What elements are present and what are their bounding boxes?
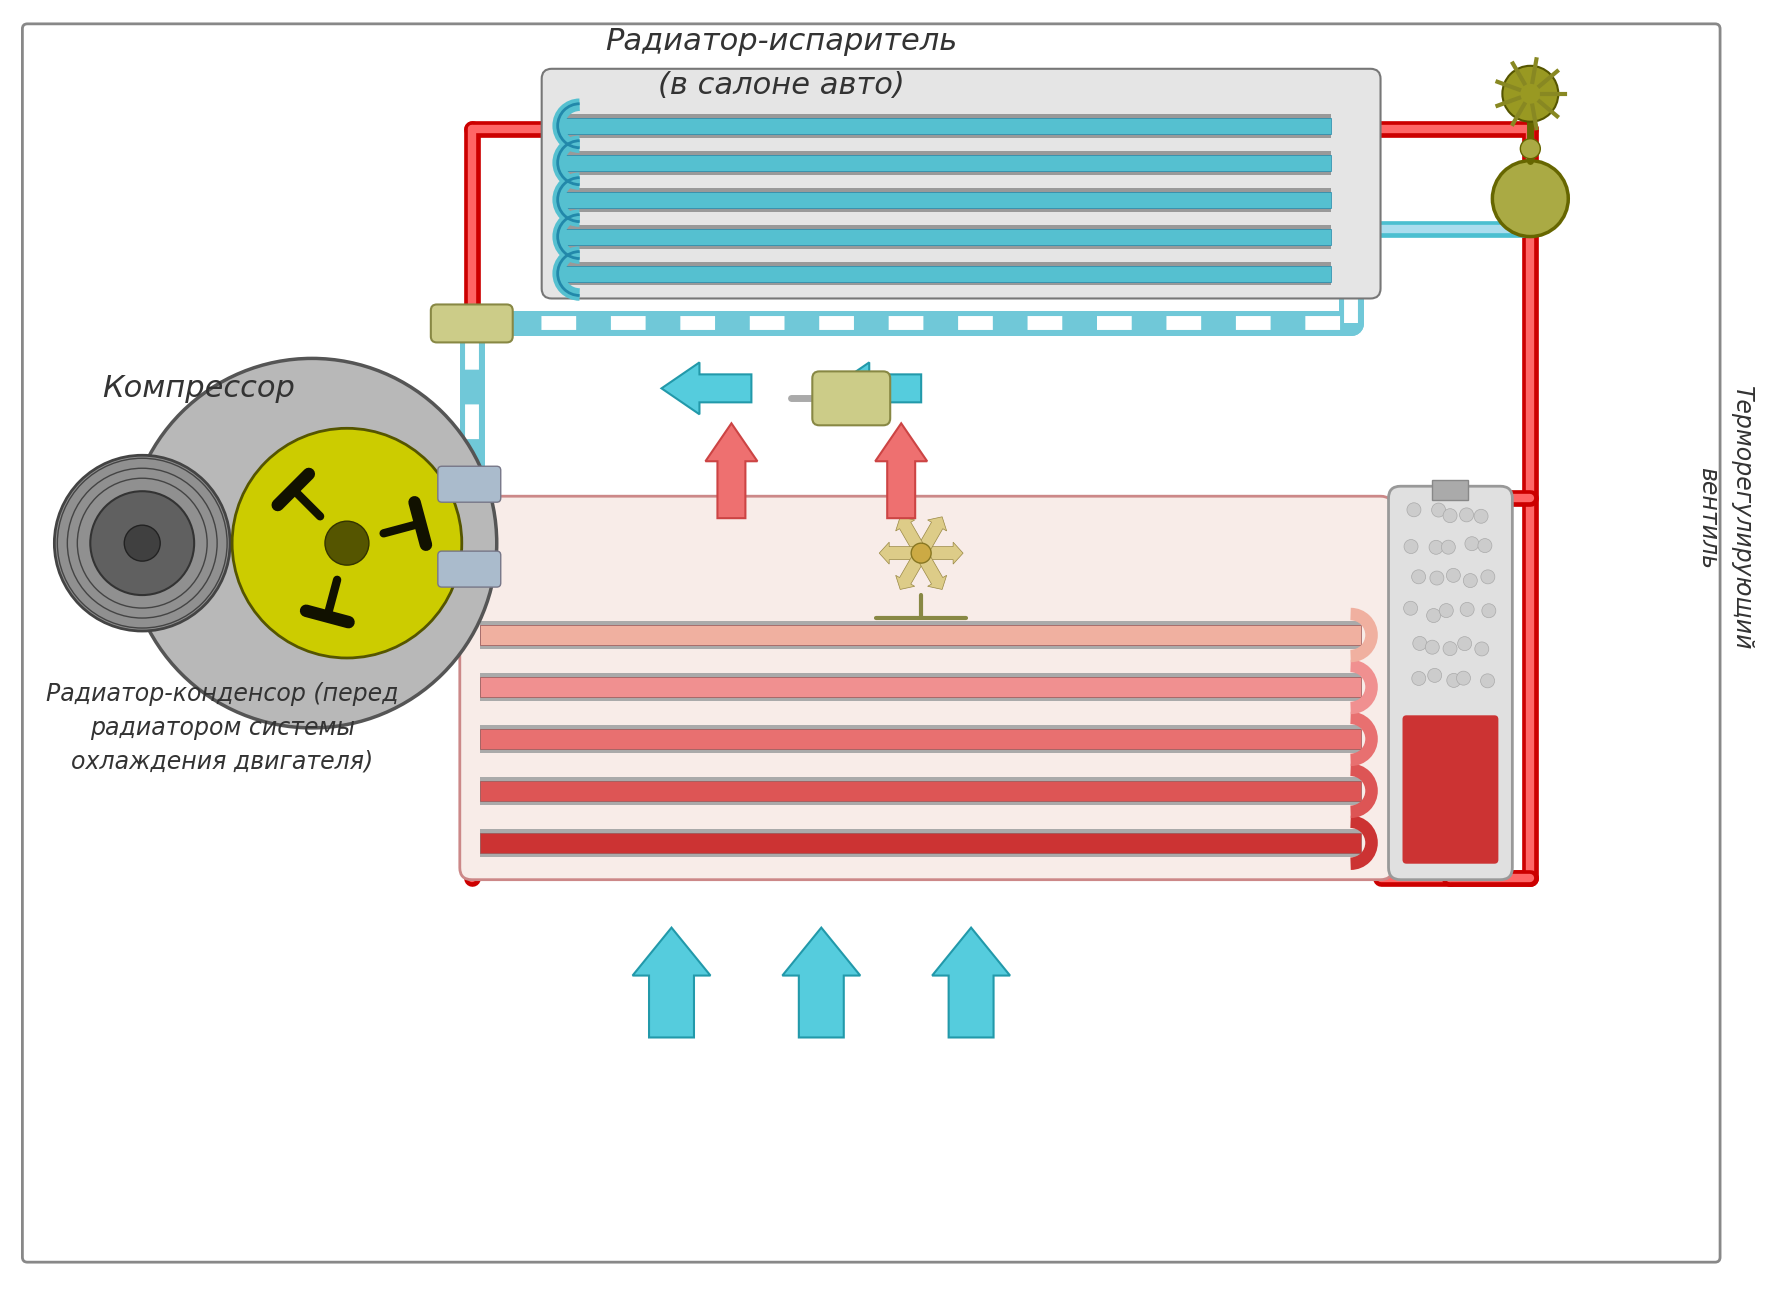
- Bar: [480, 833, 1361, 853]
- Circle shape: [1412, 636, 1426, 650]
- Bar: [556, 266, 1331, 282]
- FancyBboxPatch shape: [23, 23, 1721, 1262]
- FancyArrow shape: [895, 517, 927, 557]
- Circle shape: [1474, 643, 1488, 655]
- Circle shape: [1465, 536, 1480, 550]
- Bar: [480, 724, 1361, 753]
- Bar: [480, 781, 1361, 801]
- FancyArrow shape: [633, 928, 711, 1037]
- Bar: [480, 620, 1361, 649]
- FancyBboxPatch shape: [438, 552, 501, 587]
- Circle shape: [1481, 570, 1496, 584]
- Bar: [556, 151, 1331, 175]
- Circle shape: [124, 526, 159, 561]
- FancyBboxPatch shape: [1389, 487, 1512, 880]
- FancyArrow shape: [783, 928, 859, 1037]
- Circle shape: [1430, 571, 1444, 585]
- Circle shape: [1403, 601, 1418, 615]
- Circle shape: [1428, 540, 1442, 554]
- Circle shape: [1428, 668, 1442, 683]
- FancyArrow shape: [831, 362, 921, 414]
- Bar: [556, 228, 1331, 244]
- Circle shape: [1432, 504, 1446, 517]
- Bar: [480, 672, 1361, 701]
- Circle shape: [1464, 574, 1478, 588]
- Circle shape: [1441, 540, 1455, 554]
- Bar: [556, 154, 1331, 170]
- FancyArrow shape: [661, 362, 751, 414]
- Circle shape: [1458, 636, 1471, 650]
- Circle shape: [128, 358, 496, 728]
- FancyArrow shape: [895, 550, 927, 589]
- Bar: [556, 114, 1331, 138]
- FancyBboxPatch shape: [438, 466, 501, 502]
- FancyArrow shape: [932, 928, 1010, 1037]
- Circle shape: [55, 456, 230, 631]
- Circle shape: [324, 522, 369, 565]
- Circle shape: [1446, 569, 1460, 583]
- FancyArrow shape: [916, 550, 946, 589]
- Text: (в салоне авто): (в салоне авто): [657, 71, 905, 100]
- Circle shape: [1403, 540, 1418, 553]
- Circle shape: [1520, 139, 1540, 158]
- Circle shape: [1460, 508, 1474, 522]
- FancyArrow shape: [875, 423, 927, 518]
- Bar: [480, 626, 1361, 645]
- Circle shape: [1439, 604, 1453, 618]
- Bar: [556, 261, 1331, 286]
- Circle shape: [911, 543, 930, 563]
- Bar: [480, 776, 1361, 805]
- Bar: [480, 828, 1361, 857]
- Circle shape: [1474, 509, 1488, 523]
- FancyArrow shape: [916, 517, 946, 557]
- Text: Радиатор-испаритель: Радиатор-испаритель: [606, 27, 957, 56]
- Bar: [556, 192, 1331, 208]
- Circle shape: [1407, 502, 1421, 517]
- Circle shape: [1425, 640, 1439, 654]
- FancyBboxPatch shape: [542, 69, 1380, 299]
- Circle shape: [1412, 671, 1426, 685]
- FancyArrow shape: [921, 543, 964, 565]
- Bar: [480, 678, 1361, 697]
- Circle shape: [1478, 539, 1492, 553]
- Bar: [556, 188, 1331, 212]
- FancyArrow shape: [705, 423, 757, 518]
- Circle shape: [1481, 604, 1496, 618]
- FancyBboxPatch shape: [1402, 715, 1499, 863]
- Circle shape: [1442, 509, 1457, 523]
- Bar: [480, 729, 1361, 749]
- Circle shape: [1457, 671, 1471, 685]
- Text: Радиатор-конденсор (перед
радиатором системы
охлаждения двигателя): Радиатор-конденсор (перед радиатором сис…: [46, 683, 399, 774]
- FancyBboxPatch shape: [431, 305, 512, 343]
- FancyBboxPatch shape: [459, 496, 1393, 880]
- Bar: [1432, 480, 1469, 500]
- Circle shape: [1442, 641, 1457, 655]
- Circle shape: [1503, 66, 1558, 122]
- Circle shape: [90, 491, 195, 594]
- Circle shape: [1492, 161, 1568, 236]
- FancyArrow shape: [879, 543, 921, 565]
- FancyBboxPatch shape: [812, 371, 890, 426]
- Bar: [556, 225, 1331, 248]
- Circle shape: [1460, 602, 1474, 617]
- Circle shape: [1426, 609, 1441, 623]
- Text: Терморегулирующий
вентиль: Терморегулирующий вентиль: [1696, 386, 1754, 650]
- Circle shape: [1412, 570, 1426, 584]
- Circle shape: [1446, 674, 1460, 688]
- Circle shape: [1481, 674, 1494, 688]
- Bar: [556, 118, 1331, 134]
- Circle shape: [232, 428, 462, 658]
- Text: Компрессор: Компрессор: [103, 374, 296, 402]
